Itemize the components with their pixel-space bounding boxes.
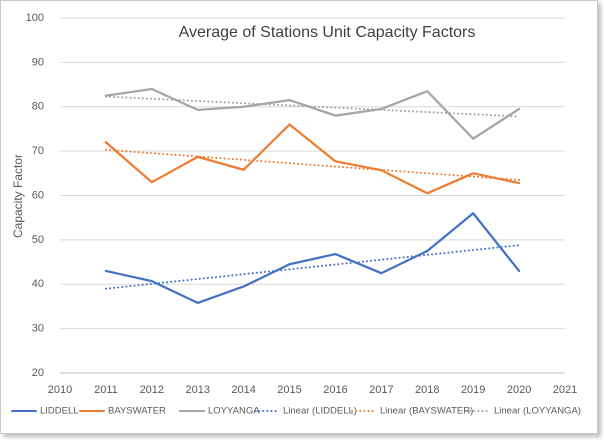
chart-title: Average of Stations Unit Capacity Factor… (179, 24, 476, 41)
legend-label: Linear (BAYSWATER) (380, 406, 473, 417)
x-tick-label: 2019 (461, 384, 485, 396)
chart-frame (0, 0, 598, 434)
x-tick-label: 2015 (277, 384, 301, 396)
x-tick-label: 2014 (231, 384, 255, 396)
x-tick-label: 2016 (323, 384, 347, 396)
legend-label: LIDDELL (40, 406, 79, 417)
trend-line (104, 95, 521, 118)
series-line (104, 87, 521, 140)
series-line (104, 212, 521, 305)
legend-label: Linear (LIDDELL) (283, 406, 357, 417)
trend-line (104, 148, 521, 181)
legend-label: LOYYANGA (208, 406, 260, 417)
x-tick-label: 2021 (553, 384, 577, 396)
series-line (104, 123, 521, 195)
x-tick-label: 2012 (140, 384, 164, 396)
y-tick-label: 20 (32, 367, 44, 379)
y-tick-label: 80 (32, 101, 44, 113)
x-tick-label: 2018 (415, 384, 439, 396)
y-tick-label: 90 (32, 56, 44, 68)
x-tick-label: 2017 (369, 384, 393, 396)
x-tick-label: 2011 (94, 384, 118, 396)
y-axis-title: Capacity Factor (11, 154, 25, 238)
x-tick-label: 2013 (185, 384, 209, 396)
legend-label: Linear (LOYYANGA) (494, 406, 581, 417)
x-tick-label: 2010 (48, 384, 72, 396)
y-tick-label: 40 (32, 278, 44, 290)
y-tick-label: 70 (32, 145, 44, 157)
y-tick-label: 60 (32, 189, 44, 201)
y-tick-label: 50 (32, 234, 44, 246)
y-tick-label: 100 (26, 12, 44, 24)
x-tick-label: 2020 (507, 384, 531, 396)
y-tick-label: 30 (32, 323, 44, 335)
legend-label: BAYSWATER (108, 406, 166, 417)
trend-line (104, 244, 521, 290)
